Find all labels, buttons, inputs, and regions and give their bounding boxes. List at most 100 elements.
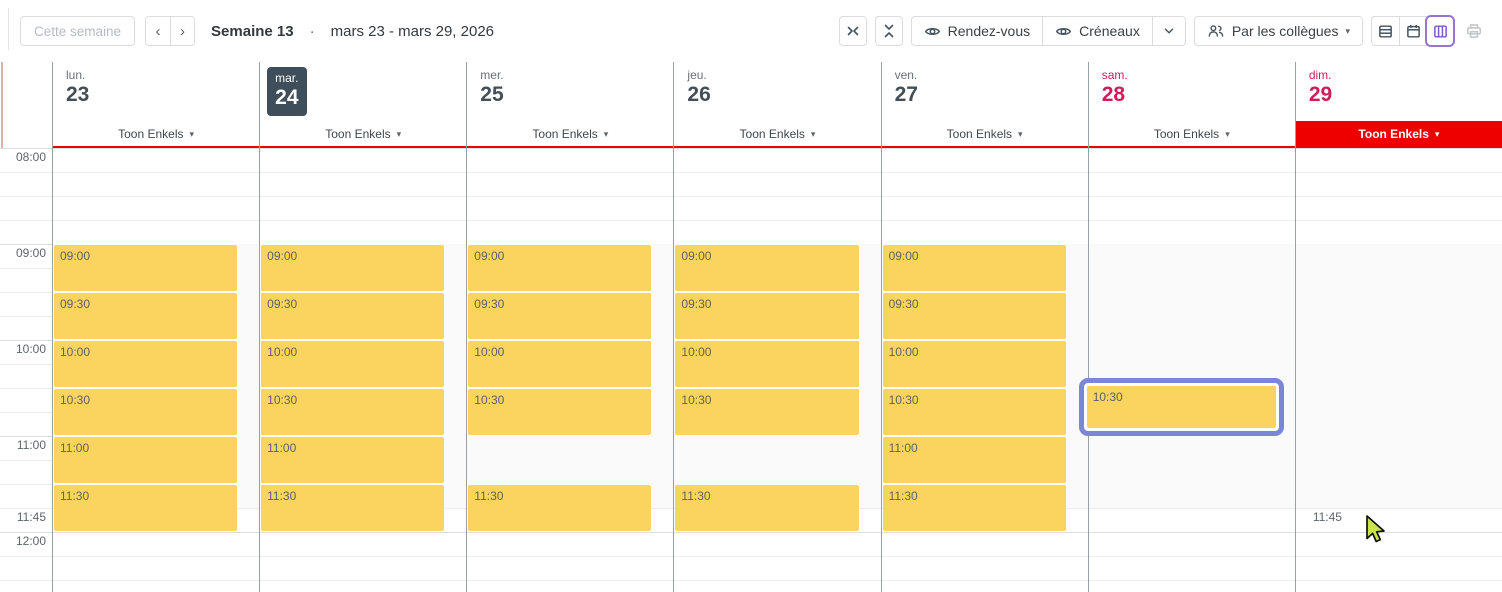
collapsed-panel-edge xyxy=(8,8,9,50)
visibility-more-button[interactable] xyxy=(1151,17,1185,45)
slot-time-label: 11:00 xyxy=(888,441,918,455)
slot-time-label: 09:30 xyxy=(60,297,91,311)
day-name: lun. xyxy=(66,68,86,82)
day-name: dim. xyxy=(1308,68,1332,82)
day-date: ven. 27 xyxy=(895,68,918,107)
collapse-horizontal-button[interactable] xyxy=(838,16,867,46)
resource-selector[interactable]: Toon Enkels ▾ xyxy=(260,121,467,148)
availability-slot[interactable]: 10:30 xyxy=(468,389,652,435)
day-body[interactable]: 09:00 09:30 10:00 10:30 11:00 11:30 xyxy=(53,148,260,592)
availability-slot[interactable]: 11:00 xyxy=(54,437,238,483)
caret-down-icon: ▾ xyxy=(1345,26,1350,36)
availability-slot[interactable]: 09:30 xyxy=(54,293,238,339)
print-button[interactable] xyxy=(1462,16,1486,46)
day-name: mar. xyxy=(275,71,299,85)
resource-selector[interactable]: Toon Enkels ▾ xyxy=(881,121,1088,148)
people-icon xyxy=(1207,22,1225,40)
availability-slot[interactable]: 09:30 xyxy=(882,293,1066,339)
slot-time-label: 10:30 xyxy=(267,393,298,407)
resource-selector[interactable]: Toon Enkels ▾ xyxy=(1295,121,1502,148)
availability-slot-fill: 09:00 xyxy=(54,245,238,291)
toggle-slots-label: Créneaux xyxy=(1079,23,1140,39)
availability-slot[interactable]: 09:00 xyxy=(882,245,1066,291)
availability-slot[interactable]: 09:30 xyxy=(468,293,652,339)
day-date: mar. 24 xyxy=(267,67,307,116)
rows-view-button[interactable] xyxy=(1372,17,1399,45)
toggle-slots[interactable]: Créneaux xyxy=(1042,17,1152,45)
group-by-control: Par les collègues ▾ xyxy=(1193,16,1363,46)
availability-slot-fill: 10:30 xyxy=(54,389,238,435)
availability-slot[interactable]: 10:00 xyxy=(54,341,238,387)
columns-view-button[interactable] xyxy=(1425,15,1455,47)
caret-down-icon: ▾ xyxy=(1225,128,1230,139)
day-header: mar. 24 xyxy=(260,62,466,121)
this-week-button[interactable]: Cette semaine xyxy=(20,16,136,46)
prev-week-button[interactable]: ‹ xyxy=(146,17,171,45)
day-number: 23 xyxy=(66,82,90,106)
caret-down-icon: ▾ xyxy=(1434,128,1440,139)
resource-selector[interactable]: Toon Enkels ▾ xyxy=(674,121,881,148)
day-header: mer. 25 xyxy=(467,62,673,121)
availability-slot-fill: 10:30 xyxy=(882,389,1066,435)
availability-slot-fill: 10:00 xyxy=(468,341,652,387)
next-week-button[interactable]: › xyxy=(170,17,195,45)
availability-slot[interactable]: 10:30 xyxy=(54,389,238,435)
availability-slot[interactable]: 11:30 xyxy=(675,485,859,531)
availability-slot[interactable]: 10:30 xyxy=(675,389,859,435)
availability-slot[interactable]: 10:00 xyxy=(882,341,1066,387)
day-number: 25 xyxy=(480,82,504,106)
slot-time-label: 09:00 xyxy=(474,249,505,263)
slot-time-label: 09:00 xyxy=(888,249,919,263)
availability-slot-fill: 11:30 xyxy=(261,485,445,531)
day-date: dim. 29 xyxy=(1308,68,1332,107)
day-body[interactable]: 09:00 09:30 10:00 10:30 11:30 xyxy=(467,148,674,592)
resource-name: Toon Enkels xyxy=(325,126,391,141)
caret-down-icon: ▾ xyxy=(1018,128,1023,139)
by-colleagues-button[interactable]: Par les collègues ▾ xyxy=(1195,17,1362,45)
availability-slot[interactable]: 11:30 xyxy=(261,485,445,531)
availability-slot[interactable]: 09:00 xyxy=(54,245,238,291)
slot-time-label: 10:00 xyxy=(474,345,505,359)
week-nav: ‹ › xyxy=(145,16,196,46)
availability-slot[interactable]: 10:00 xyxy=(468,341,652,387)
availability-slot-fill: 10:00 xyxy=(54,341,238,387)
availability-slot[interactable]: 10:00 xyxy=(261,341,445,387)
hover-time-axis-label: 11:45 xyxy=(16,510,46,524)
calendar-view-button[interactable] xyxy=(1399,17,1426,45)
hover-time-indicator: 11:45 xyxy=(1312,510,1342,524)
slot-time-label: 10:30 xyxy=(1092,390,1123,404)
availability-slot[interactable]: 09:30 xyxy=(261,293,445,339)
availability-slot[interactable]: 11:30 xyxy=(468,485,652,531)
day-date: lun. 23 xyxy=(66,68,90,107)
availability-slot[interactable]: 11:00 xyxy=(882,437,1066,483)
resource-selector[interactable]: Toon Enkels ▾ xyxy=(1088,121,1295,148)
availability-slot[interactable]: 11:30 xyxy=(882,485,1066,531)
day-body[interactable]: 09:00 09:30 10:00 10:30 11:30 xyxy=(674,148,881,592)
availability-slot[interactable]: 11:30 xyxy=(54,485,238,531)
availability-slot-fill: 10:30 xyxy=(675,389,859,435)
availability-slot[interactable]: 09:00 xyxy=(261,245,445,291)
availability-slot[interactable]: 09:00 xyxy=(468,245,652,291)
day-body[interactable]: 09:00 09:30 10:00 10:30 11:00 11:30 xyxy=(260,148,467,592)
view-switcher xyxy=(1371,15,1455,47)
slot-time-label: 09:30 xyxy=(888,297,919,311)
resource-selector[interactable]: Toon Enkels ▾ xyxy=(53,121,260,148)
day-body[interactable]: 10:30 xyxy=(1078,148,1295,592)
day-body[interactable]: 11:45 xyxy=(1295,148,1502,592)
availability-slot[interactable]: 10:30 xyxy=(261,389,445,435)
resource-selector[interactable]: Toon Enkels ▾ xyxy=(467,121,674,148)
availability-slot-selected[interactable]: 10:30 xyxy=(1078,378,1284,436)
availability-slot[interactable]: 09:30 xyxy=(675,293,859,339)
collapse-vertical-button[interactable] xyxy=(874,16,903,46)
day-body[interactable]: 09:00 09:30 10:00 10:30 11:00 11:30 xyxy=(881,148,1088,592)
caret-down-icon: ▾ xyxy=(396,128,402,139)
availability-slot[interactable]: 11:00 xyxy=(261,437,445,483)
availability-slot[interactable]: 10:00 xyxy=(675,341,859,387)
slot-time-label: 11:30 xyxy=(474,489,504,503)
availability-slot[interactable]: 09:00 xyxy=(675,245,859,291)
caret-down-icon: ▾ xyxy=(810,128,816,139)
by-colleagues-label: Par les collègues xyxy=(1231,23,1339,39)
availability-slot[interactable]: 10:30 xyxy=(882,389,1066,435)
availability-slot-fill: 11:30 xyxy=(882,485,1066,531)
toggle-appointments[interactable]: Rendez-vous xyxy=(912,17,1043,45)
